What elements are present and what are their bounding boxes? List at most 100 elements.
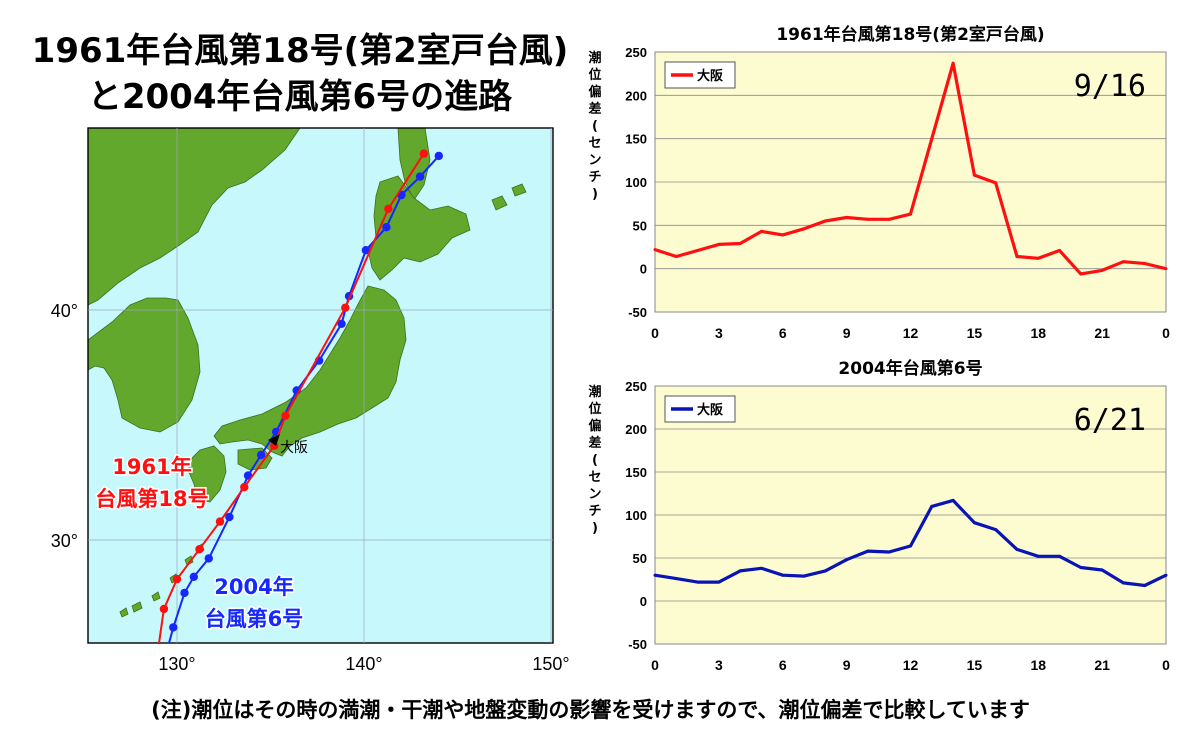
track-1961-point — [154, 644, 162, 652]
track-1961-point — [281, 411, 290, 420]
data-point — [781, 233, 785, 237]
chart-title: 1961年台風第18号(第2室戸台風) — [776, 24, 1044, 45]
x-tick-label: 0 — [651, 325, 659, 341]
x-tick-label: 12 — [903, 325, 919, 341]
track-1961-point — [419, 149, 429, 158]
data-point — [972, 521, 976, 525]
data-point — [1121, 260, 1125, 264]
data-point — [994, 528, 998, 532]
y-tick-label: 150 — [625, 132, 647, 147]
data-point — [653, 573, 657, 577]
y-tick-label: -50 — [628, 305, 647, 320]
track-1961-point — [159, 604, 169, 614]
footnote: (注)潮位はその時の満潮・干潮や地盤変動の影響を受けますので、潮位偏差で比較して… — [151, 698, 1030, 722]
data-point — [1015, 547, 1019, 551]
data-point — [759, 229, 763, 233]
x-tick-label: 3 — [715, 657, 723, 673]
x-tick-label: 6 — [779, 657, 787, 673]
longitude-label: 150° — [532, 654, 569, 674]
x-tick-label: 21 — [1094, 657, 1110, 673]
track-2004-label-year: 2004年 — [214, 575, 293, 599]
data-point — [845, 558, 849, 562]
legend: 大阪 — [664, 395, 736, 423]
data-point — [674, 577, 678, 581]
data-point — [930, 504, 934, 508]
track-2004-point — [434, 151, 443, 161]
x-tick-label: 3 — [715, 325, 723, 341]
data-point — [887, 550, 891, 554]
y-tick-label: 100 — [625, 508, 647, 523]
data-point — [866, 217, 870, 221]
latitude-label: 40° — [51, 301, 78, 321]
x-tick-label: 0 — [1162, 325, 1170, 341]
data-point — [738, 242, 742, 246]
x-tick-label: 9 — [843, 325, 851, 341]
map-tracks — [154, 149, 443, 652]
data-point — [1079, 272, 1083, 276]
data-point — [887, 217, 891, 221]
data-point — [1058, 248, 1062, 252]
kurils-land — [491, 183, 527, 211]
data-point — [1058, 554, 1062, 558]
data-point — [823, 569, 827, 573]
data-point — [1164, 573, 1168, 577]
legend: 大阪 — [664, 61, 736, 89]
data-point — [930, 137, 934, 141]
legend-label: 大阪 — [697, 402, 724, 418]
y-tick-label: 150 — [625, 465, 647, 480]
data-point — [717, 242, 721, 246]
y-tick-label: 50 — [633, 218, 647, 233]
track-2004-point — [256, 450, 266, 460]
data-point — [972, 173, 976, 177]
track-1961-line — [158, 153, 425, 643]
page-title-line-2: と2004年台風第6号の進路 — [87, 77, 513, 117]
tide-chart-2004: 2004年台風第6号 -50 0 50 100 150 200 250 0 3 6 9 12 15 18 21… — [588, 358, 1170, 673]
data-point — [1079, 565, 1083, 569]
data-point — [759, 566, 763, 570]
map-labels: 40° 30° 130° 140° 150° 大阪 1961年台風第18号 2004年台風第6… — [51, 301, 570, 674]
data-point — [717, 580, 721, 584]
y-tick-label: 200 — [625, 88, 647, 103]
typhoon-track-map: 40° 30° 130° 140° 150° 大阪 1961年台風第18号 2004年台風第6… — [51, 127, 570, 674]
longitude-label: 130° — [158, 654, 195, 674]
data-point — [781, 573, 785, 577]
longitude-label: 140° — [345, 654, 382, 674]
track-1961-point — [215, 517, 225, 526]
x-tick-label: 6 — [779, 325, 787, 341]
x-tick-label: 18 — [1030, 325, 1046, 341]
date-label: 6/21 — [1074, 403, 1146, 438]
x-tick-label: 21 — [1094, 325, 1110, 341]
data-point — [738, 569, 742, 573]
latitude-label: 30° — [51, 531, 78, 551]
track-2004-point — [189, 572, 199, 581]
data-point — [696, 580, 700, 584]
track-2004-point — [204, 554, 213, 563]
data-point — [909, 212, 912, 216]
data-point — [845, 216, 849, 220]
honshu-land — [213, 285, 407, 457]
x-tick-label: 0 — [1162, 657, 1170, 673]
korean-peninsula-land — [88, 297, 201, 433]
x-tick-label: 9 — [843, 657, 851, 673]
data-point — [951, 498, 955, 502]
data-point — [674, 255, 678, 259]
osaka-marker — [268, 434, 280, 446]
y-tick-label: 50 — [633, 551, 647, 566]
x-tick-label: 15 — [967, 657, 983, 673]
data-point — [1164, 267, 1168, 271]
y-tick-label: 250 — [625, 45, 647, 60]
data-point — [1143, 584, 1147, 588]
track-layer — [154, 149, 443, 652]
y-tick-label: 250 — [625, 379, 647, 394]
data-point — [951, 61, 955, 65]
data-point — [1143, 261, 1147, 265]
data-point — [802, 574, 806, 578]
data-point — [994, 181, 998, 185]
data-point — [866, 549, 870, 553]
y-axis-label: 潮位偏差(センチ) — [588, 50, 601, 202]
track-1961-point — [172, 574, 182, 584]
x-tick-label: 18 — [1030, 657, 1046, 673]
data-point — [1100, 268, 1104, 272]
